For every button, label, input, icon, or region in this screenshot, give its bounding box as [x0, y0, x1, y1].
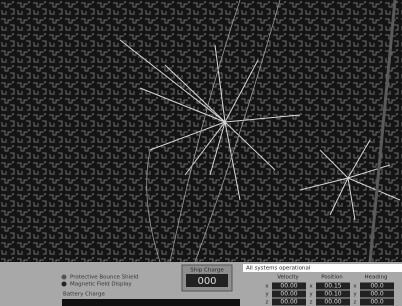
ship-charge-label: Ship Charge	[190, 268, 224, 274]
value: 00.0	[370, 299, 384, 306]
value: 00.00	[324, 299, 341, 306]
value: 00.0	[370, 291, 384, 298]
game-screen: Protective Bounce Shield Magnetic Field …	[0, 0, 402, 306]
axis-label: z	[266, 300, 269, 306]
column-header: Heading	[365, 275, 388, 281]
option-toggle[interactable]	[62, 275, 67, 280]
option-toggle[interactable]	[62, 282, 67, 287]
value: 00.10	[324, 291, 341, 298]
value: 00.0	[370, 283, 384, 290]
battery-label: Battery Charge	[63, 292, 105, 298]
value: 00.00	[280, 299, 297, 306]
message: All systems operational	[246, 266, 311, 272]
value: 00.15	[324, 283, 341, 290]
space-view	[0, 0, 402, 262]
column-header: Position	[321, 275, 343, 281]
axis-label: z	[354, 300, 357, 306]
value: 00.00	[280, 283, 297, 290]
option-label[interactable]: Magnetic Field Display	[70, 282, 132, 288]
value: 00.00	[280, 291, 297, 298]
axis-label: z	[310, 300, 313, 306]
option-label[interactable]: Protective Bounce Shield	[70, 275, 139, 281]
column-header: Velocity	[277, 275, 299, 281]
ship-charge-value: 000	[197, 276, 216, 287]
battery-bar	[62, 299, 240, 306]
